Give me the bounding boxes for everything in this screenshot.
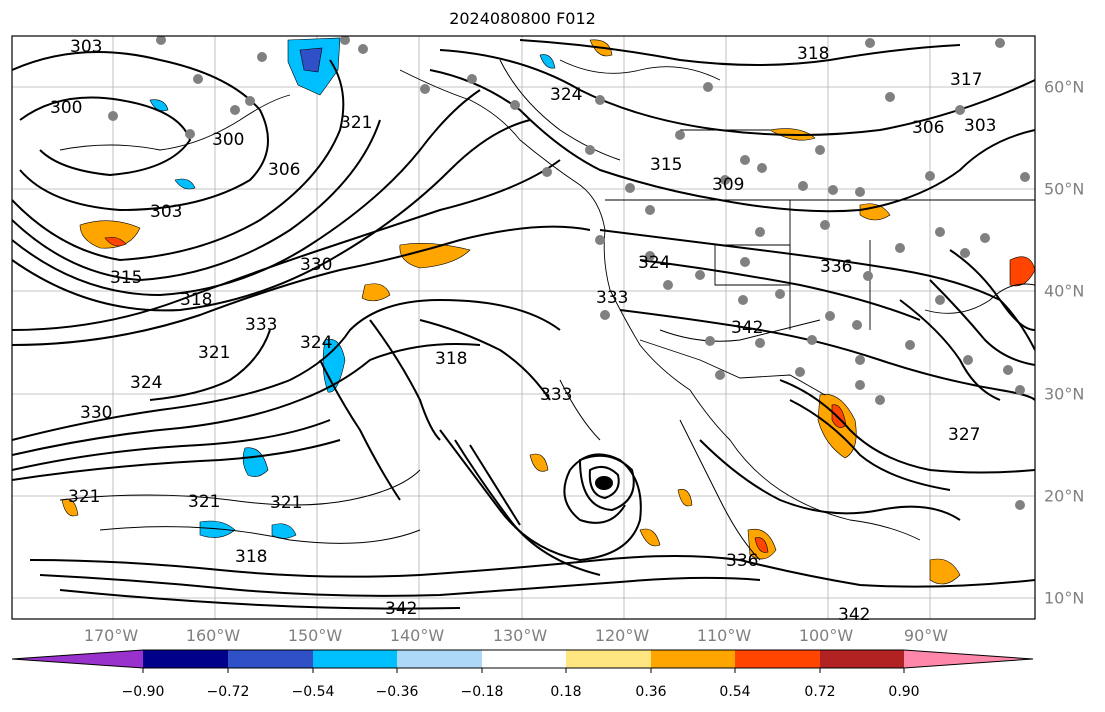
lat-label: 10°N	[1044, 588, 1085, 608]
lon-label: 160°W	[185, 626, 241, 645]
contour-label: 330	[300, 255, 332, 275]
contour-label: 324	[550, 85, 582, 105]
contour-label: 315	[110, 268, 142, 288]
colorbar-tick: 0.54	[719, 684, 751, 700]
colorbar-segment	[228, 650, 313, 668]
contour-label: 318	[435, 349, 467, 369]
colorbar-tick: −0.18	[460, 684, 504, 700]
colorbar-segment	[651, 650, 735, 668]
map-title: 2024080800 F012	[449, 9, 596, 28]
lat-label: 50°N	[1044, 179, 1085, 199]
contour-labels: 303 300 300 321 306 303 315 318 330 333 …	[50, 37, 996, 625]
contour-label: 303	[150, 202, 182, 222]
lon-label: 120°W	[594, 626, 650, 645]
contour-label: 318	[797, 44, 829, 64]
lon-label: 110°W	[696, 626, 752, 645]
contour-label: 303	[70, 37, 102, 57]
lon-label: 90°W	[903, 626, 949, 645]
contour-label: 315	[650, 155, 682, 175]
colorbar-tick: −0.54	[291, 684, 335, 700]
contour-label: 300	[50, 98, 82, 118]
colorbar-tick: −0.90	[121, 684, 165, 700]
contour-label: 336	[726, 551, 758, 571]
plot-frame	[11, 35, 1036, 620]
colorbar-extend-low	[12, 650, 143, 668]
lat-label: 40°N	[1044, 281, 1085, 301]
lon-label: 170°W	[83, 626, 139, 645]
graticule	[12, 36, 1035, 619]
lon-label: 100°W	[798, 626, 854, 645]
lat-label: 60°N	[1044, 77, 1085, 97]
contour-label: 324	[300, 333, 332, 353]
contour-label: 300	[212, 130, 244, 150]
contour-label: 303	[964, 116, 996, 136]
colorbar-tick: 0.90	[888, 684, 920, 700]
colorbar-tick: 0.36	[635, 684, 667, 700]
contour-label: 321	[198, 343, 230, 363]
minor-contours	[59, 59, 821, 561]
lon-label: 130°W	[492, 626, 548, 645]
colorbar-segment	[820, 650, 904, 668]
contour-label: 321	[188, 492, 220, 512]
contour-label: 309	[712, 175, 744, 195]
colorbar-segment	[735, 650, 820, 668]
colorbar-tick: 0.18	[550, 684, 582, 700]
station-dots	[108, 36, 1030, 510]
contours	[12, 39, 1035, 610]
cyclone-center	[595, 476, 613, 490]
contour-label: 336	[820, 257, 852, 277]
lat-label: 30°N	[1044, 384, 1085, 404]
colorbar-segment	[482, 650, 566, 668]
contour-label: 321	[270, 493, 302, 513]
map-layers	[12, 36, 1035, 619]
lon-label: 140°W	[389, 626, 445, 645]
lon-label: 150°W	[287, 626, 343, 645]
colorbar	[11, 649, 1034, 673]
contour-label: 321	[68, 487, 100, 507]
contour-label: 306	[268, 160, 300, 180]
colorbar-tick: −0.72	[206, 684, 250, 700]
contour-label: 333	[540, 385, 572, 405]
contour-label: 321	[340, 113, 372, 133]
colorbar-tick: 0.72	[804, 684, 836, 700]
contour-label: 306	[912, 118, 944, 138]
contour-label: 327	[948, 425, 980, 445]
contour-label: 333	[596, 288, 628, 308]
shading-layer	[61, 37, 1035, 585]
contour-label: 317	[950, 70, 982, 90]
contour-label: 342	[838, 605, 870, 625]
contour-label: 324	[638, 253, 670, 273]
contour-label: 333	[245, 315, 277, 335]
colorbar-segment	[397, 650, 482, 668]
colorbar-extend-high	[904, 650, 1033, 668]
contour-label: 342	[385, 599, 417, 619]
contour-label: 342	[731, 318, 763, 338]
colorbar-segment	[566, 650, 651, 668]
contour-label: 324	[130, 373, 162, 393]
colorbar-segment	[143, 650, 228, 668]
lat-label: 20°N	[1044, 486, 1085, 506]
colorbar-segment	[313, 650, 397, 668]
colorbar-tick: −0.36	[375, 684, 419, 700]
plot-background	[12, 36, 1035, 619]
contour-label: 318	[180, 290, 212, 310]
contour-label: 330	[80, 403, 112, 423]
contour-label: 318	[235, 547, 267, 567]
